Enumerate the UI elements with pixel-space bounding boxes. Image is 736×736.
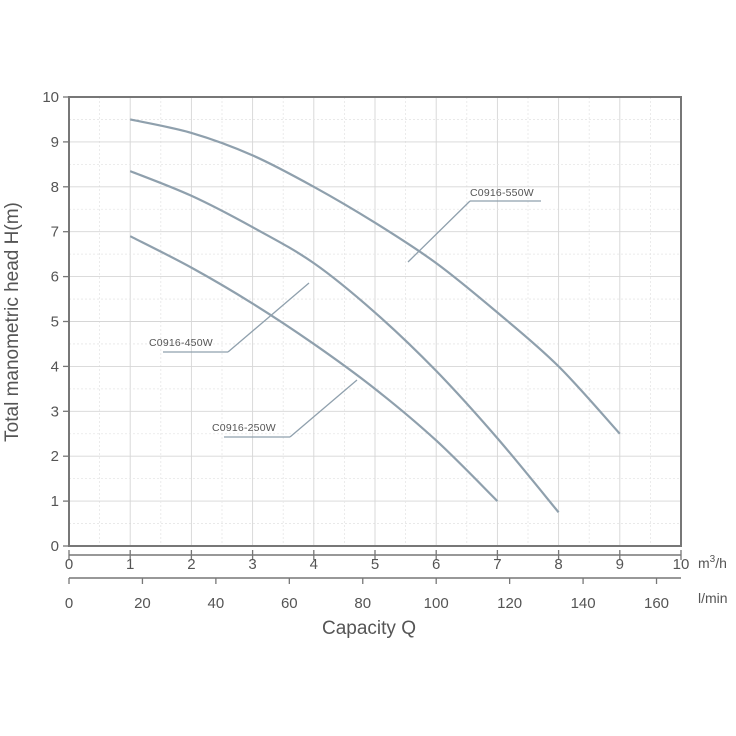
x2-tick-label: 60	[281, 595, 298, 612]
series-curve	[129, 235, 499, 502]
series-curve	[129, 118, 621, 435]
x2-tick-label: 120	[497, 595, 522, 612]
series-curve	[129, 170, 560, 514]
x2-tick-label: 80	[354, 595, 371, 612]
x-tick-label: 10	[673, 556, 690, 573]
y-tick-label: 7	[51, 224, 59, 241]
y-tick-label: 6	[51, 269, 59, 286]
x-axis-secondary: 0 20 40 60 80 100 120 140 160	[65, 577, 681, 612]
y-axis: 0 1 2 3 4 5 6 7 8 9 10	[42, 89, 69, 555]
x-tick-label: 0	[65, 556, 73, 573]
y-tick-label: 5	[51, 314, 59, 331]
x2-tick-label: 0	[65, 595, 73, 612]
x-tick-label: 6	[432, 556, 440, 573]
series-label: C0916-450W	[149, 337, 213, 349]
label-leader-line	[407, 200, 471, 263]
x-tick-label: 8	[554, 556, 562, 573]
x-tick-label: 4	[310, 556, 318, 573]
x-axis-title: Capacity Q	[322, 618, 416, 639]
x-tick-label: 9	[616, 556, 624, 573]
x-tick-label: 5	[371, 556, 379, 573]
label-leader-line	[227, 282, 310, 353]
series-label: C0916-250W	[212, 422, 276, 434]
x2-tick-label: 100	[424, 595, 449, 612]
y-tick-label: 0	[51, 538, 59, 555]
x-tick-label: 1	[126, 556, 134, 573]
curves	[129, 118, 621, 514]
x-unit-secondary: l/min	[698, 590, 728, 606]
x-unit-primary: m3/h	[698, 554, 727, 571]
x2-tick-label: 140	[571, 595, 596, 612]
x2-tick-label: 20	[134, 595, 151, 612]
x2-tick-label: 160	[644, 595, 669, 612]
x-tick-label: 2	[187, 556, 195, 573]
y-tick-label: 1	[51, 493, 59, 510]
x-tick-label: 7	[493, 556, 501, 573]
y-tick-label: 4	[51, 358, 59, 375]
x-tick-label: 3	[248, 556, 256, 573]
x-axis-primary: 0 1 2 3 4 5 6 7 8 9 10	[65, 550, 690, 573]
y-tick-label: 9	[51, 134, 59, 151]
y-tick-label: 10	[42, 89, 59, 106]
x2-tick-label: 40	[208, 595, 225, 612]
y-tick-label: 8	[51, 179, 59, 196]
label-leader-line	[289, 379, 358, 438]
grid	[69, 97, 681, 546]
series-label: C0916-550W	[470, 187, 534, 199]
y-tick-label: 2	[51, 448, 59, 465]
y-tick-label: 3	[51, 403, 59, 420]
series-labels: C0916-550W C0916-450W C0916-250W	[149, 187, 541, 438]
y-axis-title: Total manometric head H(m)	[2, 202, 23, 442]
